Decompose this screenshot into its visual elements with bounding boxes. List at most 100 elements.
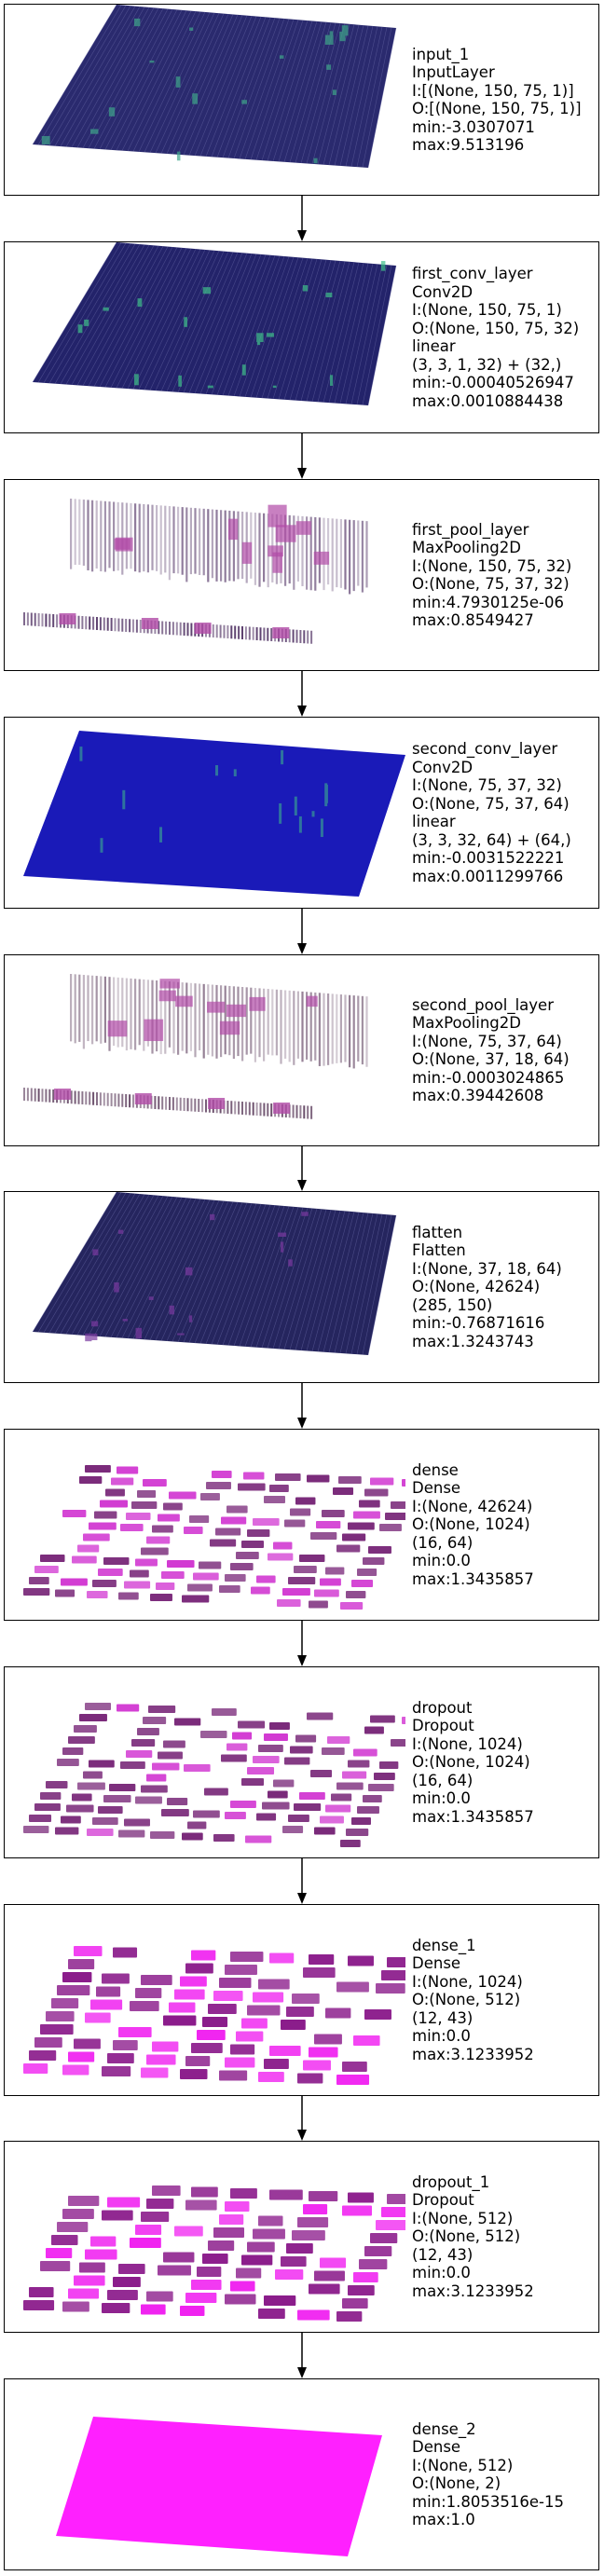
layer-info-line: max:0.0010884438 [412,391,564,410]
layer-info-line: I:(None, 37, 18, 64) [412,1259,562,1278]
layer-info-line: Dense [412,1479,461,1498]
layer-info-line: O:(None, 512) [412,1991,521,2009]
layer-info-line: min:-0.76871616 [412,1314,545,1333]
layer-info-line: linear [412,337,456,355]
flow-arrow [297,2333,307,2378]
layer-info-line: min:0.0 [412,1789,471,1808]
layer-visualization [23,1703,405,1847]
layer-box: input_1 InputLayer I:[(None, 150, 75, 1)] O… [4,4,599,196]
layer-info-line: second_pool_layer [412,995,554,1014]
flow-arrow [297,909,307,954]
layer-info-line: Conv2D [412,758,474,776]
layer-info-line: I:(None, 42624) [412,1497,533,1515]
layer-box: flatten Flatten I:(None, 37, 18, 64) O:(Non… [4,1191,599,1383]
dense-units [23,2185,405,2322]
layer-visualization [23,2185,405,2322]
layer-info-line: I:(None, 1024) [412,1972,523,1991]
layer-info-line: dense [412,1460,459,1479]
layer-visualization [23,974,368,1119]
layer-info-line: input_1 [412,45,470,63]
flow-arrow [297,433,307,479]
layer-info-line: I:(None, 1024) [412,1734,523,1753]
layer-box: first_pool_layer MaxPooling2D I:(None, 150… [4,479,599,671]
layer-info-line: O:(None, 37, 18, 64) [412,1050,570,1068]
layer-info: dropout_1 Dropout I:(None, 512) O:(None, 51… [412,2142,534,2332]
layer-info-line: Dropout [412,1717,474,1735]
layer-info-line: max:1.0 [412,2511,475,2528]
flow-arrow [297,196,307,241]
layer-info-line: min:-3.0307071 [412,117,535,136]
pooled-map-upper [70,974,368,1069]
layer-info-line: dropout [412,1698,473,1717]
pooled-map-lower [23,612,313,644]
layer-box: second_conv_layer Conv2D I:(None, 75, 37, … [4,717,599,909]
layer-info: dense Dense I:(None, 42624) O:(None, 1024)(… [412,1430,534,1620]
layer-info-line: InputLayer [412,63,495,81]
layer-visualization [32,1192,397,1356]
layer-info: first_conv_layer Conv2D I:(None, 150, 75, … [412,242,579,432]
layer-info-line: second_conv_layer [412,740,558,758]
pooled-map-lower [23,1088,313,1119]
layer-info-line: I:(None, 150, 75, 32) [412,556,572,575]
layer-info-line: O:(None, 2) [412,2474,501,2492]
layer-info-line: I:(None, 512) [412,2456,514,2474]
layer-info-line: (12, 43) [412,2008,474,2027]
layer-info: input_1 InputLayer I:[(None, 150, 75, 1)] O… [412,5,582,195]
activation-highlights [79,747,328,853]
layer-info-line: O:(None, 150, 75, 32) [412,319,580,337]
layer-info-line: (3, 3, 32, 64) + (64,) [412,830,571,849]
layer-info-line: O:(None, 42624) [412,1278,541,1296]
layer-info-line: MaxPooling2D [412,539,521,556]
layer-info-line: O:(None, 1024) [412,1753,530,1772]
layer-visualization [23,731,405,897]
dense-units [23,1465,405,1610]
layer-info-line: linear [412,813,456,830]
layer-info-line: Flatten [412,1241,466,1260]
layer-info-line: max:1.3435857 [412,1569,534,1588]
layer-visualization [23,1465,405,1610]
flow-arrow [297,1858,307,1904]
layer-info-line: Conv2D [412,282,474,301]
layer-info: dense_1 Dense I:(None, 1024) O:(None, 512)(… [412,1905,534,2095]
layer-box: dense Dense I:(None, 42624) O:(None, 1024)(… [4,1429,599,1621]
activation-plane [33,242,396,405]
layer-info-line: (12, 43) [412,2245,474,2264]
dense-units [23,1946,405,2085]
activation-plane [23,731,405,897]
layer-info-line: first_conv_layer [412,265,533,282]
activation-plane [33,1192,396,1355]
layer-info-line: min:-0.0003024865 [412,1068,565,1087]
layer-visualization [56,2417,382,2556]
layer-info-line: O:(None, 512) [412,2227,521,2246]
layer-info-line: Dropout [412,2191,474,2210]
flow-arrow [297,671,307,717]
layer-info-line: MaxPooling2D [412,1014,521,1032]
layer-info-line: I:[(None, 150, 75, 1)] [412,81,574,100]
layer-info: second_conv_layer Conv2D I:(None, 75, 37, … [412,718,571,908]
layer-info-line: O:(None, 1024) [412,1515,530,1534]
layer-box: second_pool_layer MaxPooling2D I:(None, 75… [4,954,599,1146]
activation-grid [32,1192,397,1356]
activation-grid [32,242,397,406]
layer-info-line: O:(None, 75, 37, 32) [412,575,570,593]
layer-info-line: min:1.8053516e-15 [412,2492,565,2511]
layer-info-line: max:0.0011299766 [412,867,564,885]
layer-info: dense_2 Dense I:(None, 512) O:(None, 2) min:… [412,2379,564,2569]
layer-info-line: first_pool_layer [412,520,529,539]
layer-info-line: min:0.0 [412,1552,471,1570]
layer-info-line: (16, 64) [412,1771,474,1789]
layer-info-line: min:4.7930125e-06 [412,593,565,611]
layer-info-line: max:9.513196 [412,136,525,154]
layer-info: first_pool_layer MaxPooling2D I:(None, 150… [412,480,571,670]
layer-visualization [32,242,397,406]
activation-highlights [41,18,349,164]
layer-box: dropout Dropout I:(None, 1024) O:(None, 102… [4,1666,599,1858]
activation-highlights [85,1212,309,1342]
layer-info-line: max:3.1233952 [412,2045,534,2063]
layer-box: dense_2 Dense I:(None, 512) O:(None, 2) min:… [4,2378,599,2570]
layer-info-line: max:3.1233952 [412,2281,534,2300]
layer-info-line: max:1.3435857 [412,1807,534,1826]
pooled-map-upper [70,499,368,595]
layer-info-line: max:0.8549427 [412,611,534,629]
